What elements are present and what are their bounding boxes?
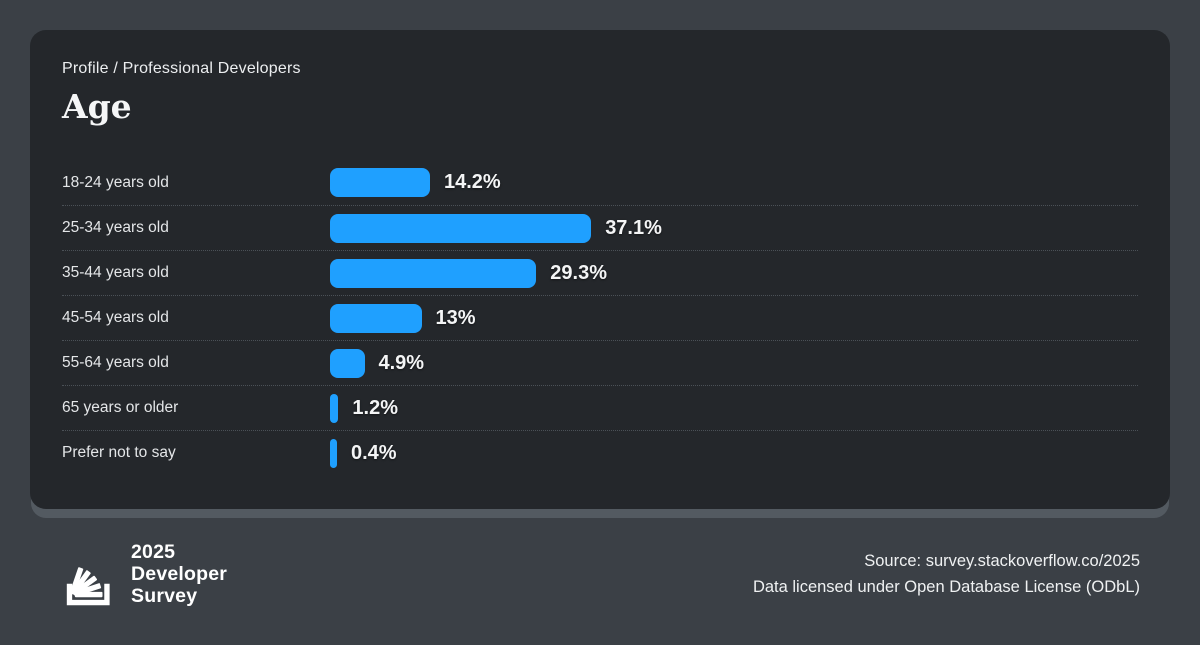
bar-row: 65 years or older 1.2%: [62, 385, 1138, 430]
chart-card: Profile / Professional Developers Age 18…: [30, 30, 1170, 509]
bar[interactable]: [330, 393, 339, 423]
value-label: 1.2%: [352, 396, 398, 419]
bar[interactable]: [330, 438, 337, 468]
bar-track: 29.3%: [330, 251, 1138, 295]
bar-track: 0.4%: [330, 431, 1138, 475]
value-label: 13%: [435, 306, 476, 329]
bar-row: Prefer not to say 0.4%: [62, 430, 1138, 475]
value-label: 29.3%: [550, 261, 608, 284]
category-label: 35-44 years old: [62, 264, 169, 281]
bar-track: 1.2%: [330, 386, 1138, 430]
bar-row: 25-34 years old 37.1%: [62, 205, 1138, 250]
category-label: 55-64 years old: [62, 354, 169, 371]
value-label: 37.1%: [605, 216, 662, 239]
bar-track: 13%: [330, 296, 1138, 340]
survey-logo: 2025 Developer Survey: [62, 541, 227, 607]
bar-row: 18-24 years old 14.2%: [62, 160, 1138, 205]
footer: 2025 Developer Survey Source: survey.sta…: [30, 541, 1170, 607]
bar[interactable]: [330, 348, 365, 378]
bar-rows: 18-24 years old 14.2% 25-34 years old 37.1%…: [62, 160, 1138, 475]
bar-track: 14.2%: [330, 160, 1138, 205]
source-url: Source: survey.stackoverflow.co/2025: [864, 552, 1140, 570]
category-label: Prefer not to say: [62, 444, 176, 461]
bar[interactable]: [330, 258, 537, 288]
page-title: Age: [62, 87, 132, 126]
bar-track: 37.1%: [330, 206, 1138, 250]
logo-word-survey: Survey: [131, 585, 198, 607]
bar[interactable]: [330, 213, 592, 243]
category-label: 45-54 years old: [62, 309, 169, 326]
value-label: 0.4%: [351, 441, 397, 464]
bar-track: 4.9%: [330, 341, 1138, 385]
license-note: Data licensed under Open Database Licens…: [752, 578, 1140, 596]
bar-row: 55-64 years old 4.9%: [62, 340, 1138, 385]
bar-row: 35-44 years old 29.3%: [62, 250, 1138, 295]
bar[interactable]: [330, 168, 430, 197]
logo-word-developer: Developer: [131, 563, 228, 585]
value-label: 14.2%: [444, 171, 501, 193]
logo-year: 2025: [131, 541, 176, 563]
bar-row: 45-54 years old 13%: [62, 295, 1138, 340]
survey-logo-text: 2025 Developer Survey: [131, 541, 227, 607]
breadcrumb: Profile / Professional Developers: [62, 60, 301, 77]
bar[interactable]: [330, 303, 422, 333]
stackoverflow-icon: [66, 567, 110, 606]
source-attribution: Source: survey.stackoverflow.co/2025 Dat…: [753, 548, 1140, 600]
category-label: 25-34 years old: [62, 219, 169, 236]
category-label: 65 years or older: [62, 399, 179, 416]
category-label: 18-24 years old: [62, 173, 169, 191]
value-label: 4.9%: [378, 351, 425, 374]
